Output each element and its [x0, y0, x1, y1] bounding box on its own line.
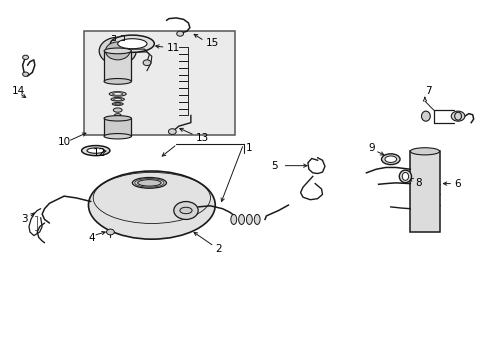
Text: 13: 13: [195, 133, 208, 143]
Ellipse shape: [114, 118, 122, 123]
Text: 7: 7: [424, 86, 430, 96]
Ellipse shape: [180, 207, 192, 214]
Circle shape: [168, 129, 176, 134]
Circle shape: [105, 42, 130, 60]
Ellipse shape: [109, 92, 126, 96]
Ellipse shape: [118, 39, 147, 49]
Ellipse shape: [132, 177, 166, 188]
Ellipse shape: [112, 93, 122, 95]
Ellipse shape: [114, 114, 121, 117]
Text: 10: 10: [58, 138, 71, 147]
Ellipse shape: [113, 108, 122, 112]
Ellipse shape: [104, 116, 131, 121]
Ellipse shape: [138, 180, 161, 186]
Circle shape: [22, 72, 28, 76]
Ellipse shape: [104, 134, 131, 139]
Text: 3: 3: [21, 215, 28, 224]
Ellipse shape: [399, 170, 411, 183]
Circle shape: [22, 55, 28, 59]
Ellipse shape: [81, 145, 110, 156]
Circle shape: [173, 202, 198, 220]
Text: 12: 12: [92, 148, 105, 158]
Bar: [104, 52, 131, 81]
Ellipse shape: [104, 48, 131, 54]
Text: 11: 11: [166, 43, 180, 53]
Text: 6: 6: [453, 179, 460, 189]
Bar: [409, 151, 439, 232]
Text: 1: 1: [245, 143, 252, 153]
Ellipse shape: [87, 148, 104, 153]
Circle shape: [143, 60, 151, 66]
Ellipse shape: [230, 215, 236, 225]
Text: 9: 9: [368, 143, 375, 153]
Ellipse shape: [381, 154, 399, 165]
Ellipse shape: [246, 215, 252, 225]
Ellipse shape: [421, 111, 429, 121]
Ellipse shape: [254, 215, 260, 225]
Ellipse shape: [402, 172, 408, 180]
Text: 5: 5: [270, 161, 277, 171]
Text: 15: 15: [205, 38, 218, 48]
Ellipse shape: [104, 78, 131, 84]
Text: 8: 8: [414, 178, 421, 188]
Ellipse shape: [454, 112, 461, 120]
Ellipse shape: [111, 98, 124, 101]
Circle shape: [106, 229, 114, 235]
Ellipse shape: [113, 123, 122, 128]
Ellipse shape: [238, 215, 244, 225]
Ellipse shape: [409, 148, 439, 155]
Bar: [104, 118, 131, 136]
Ellipse shape: [88, 171, 215, 239]
Text: 4: 4: [88, 233, 95, 243]
Ellipse shape: [110, 35, 154, 52]
Text: 2: 2: [215, 244, 222, 254]
Bar: [83, 31, 234, 135]
Circle shape: [99, 37, 136, 64]
Ellipse shape: [114, 98, 122, 100]
Circle shape: [176, 31, 183, 36]
Ellipse shape: [114, 103, 121, 105]
Circle shape: [450, 111, 464, 121]
Text: 14: 14: [11, 86, 24, 96]
Ellipse shape: [384, 156, 396, 162]
Ellipse shape: [112, 103, 123, 105]
